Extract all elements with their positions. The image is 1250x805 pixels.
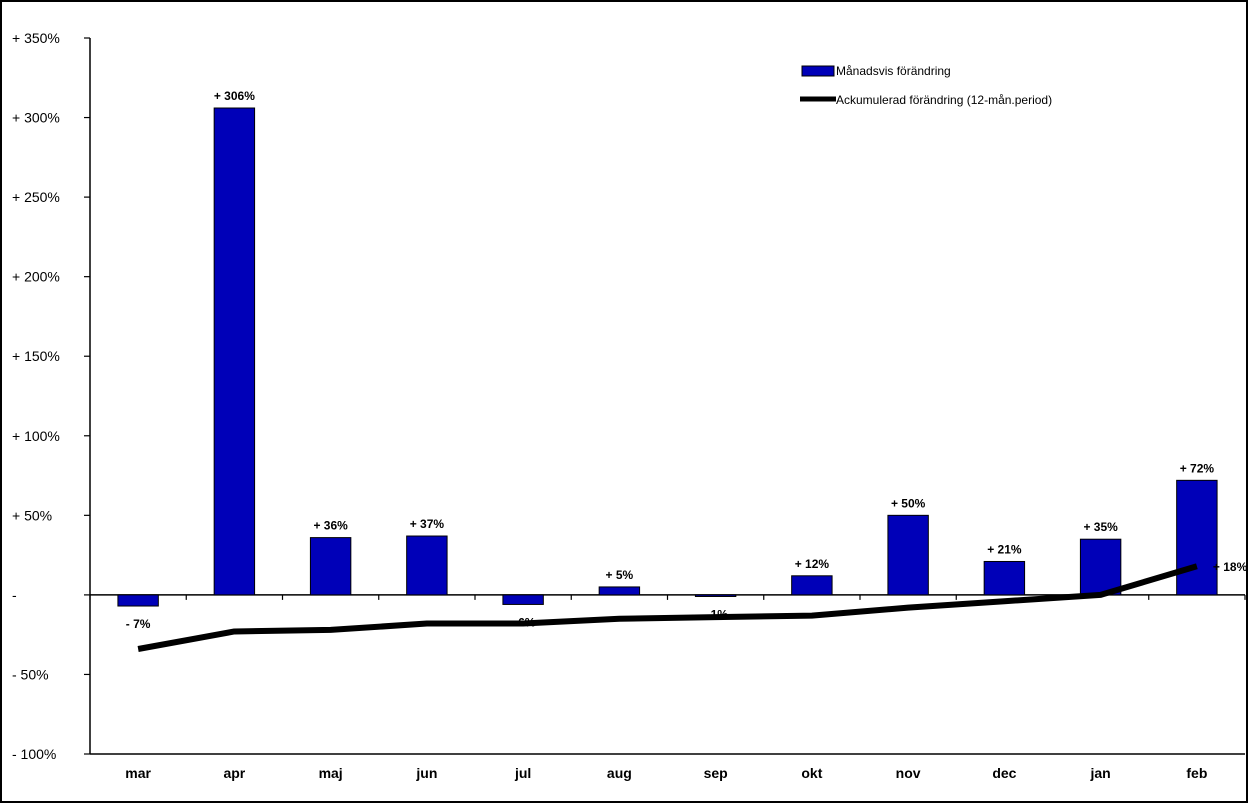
- y-tick-label: + 50%: [12, 507, 52, 523]
- data-labels: - 7% + 306% + 36% + 37% - 6% + 5% - 1% + 12% + 5…: [126, 89, 1248, 631]
- bar: [887, 514, 929, 596]
- x-tick-label: okt: [801, 765, 822, 781]
- y-tick-label: + 250%: [12, 189, 60, 205]
- x-tick-label: jan: [1090, 765, 1111, 781]
- bar-data-label: + 50%: [891, 496, 926, 510]
- bar-series: [117, 107, 1218, 607]
- bar: [502, 594, 544, 605]
- bar-data-label: + 35%: [1083, 520, 1118, 534]
- y-tick-label: - 100%: [12, 746, 56, 762]
- x-tick-label: dec: [992, 765, 1016, 781]
- bar: [406, 535, 448, 596]
- bar: [309, 537, 352, 596]
- y-tick-label: - 50%: [12, 666, 49, 682]
- bar-data-label: - 6%: [511, 615, 536, 629]
- bar-data-label: + 21%: [987, 542, 1022, 556]
- line-end-label: + 18%: [1213, 560, 1248, 574]
- bar: [1176, 479, 1218, 596]
- x-tick-label: apr: [223, 765, 245, 781]
- x-tick-label: maj: [319, 765, 343, 781]
- x-tick-label: jul: [514, 765, 531, 781]
- y-tick-label: + 350%: [12, 30, 60, 46]
- x-tick-label: mar: [125, 765, 151, 781]
- x-tick-label: aug: [607, 765, 632, 781]
- bar: [1079, 538, 1122, 596]
- y-tick-label: + 150%: [12, 348, 60, 364]
- bar-data-label: - 1%: [703, 607, 728, 621]
- bar-data-label: + 12%: [795, 557, 830, 571]
- bar: [791, 575, 833, 596]
- bar: [694, 594, 737, 597]
- bar-data-label: + 5%: [606, 568, 634, 582]
- bar-data-label: + 306%: [214, 89, 255, 103]
- x-tick-label: sep: [704, 765, 728, 781]
- bar-data-label: + 72%: [1180, 461, 1215, 475]
- bar-data-label: - 7%: [126, 617, 151, 631]
- y-tick-label: + 200%: [12, 269, 60, 285]
- bar-data-label: + 37%: [410, 517, 445, 531]
- bar: [117, 594, 159, 607]
- bar: [598, 586, 641, 596]
- bar: [983, 560, 1026, 596]
- x-axis: mar apr maj jun jul aug sep okt nov dec jan feb: [89, 594, 1246, 781]
- legend-label-line: Ackumulerad förändring (12-mån.period): [836, 93, 1052, 107]
- bar: [213, 107, 256, 596]
- line-series: [137, 563, 1198, 652]
- x-tick-label: jun: [415, 765, 437, 781]
- y-tick-label: + 100%: [12, 428, 60, 444]
- bar-data-label: + 36%: [313, 519, 348, 533]
- x-tick-label: feb: [1186, 765, 1207, 781]
- legend-swatch-bar: [801, 65, 835, 77]
- legend-label-bar: Månadsvis förändring: [836, 64, 951, 78]
- y-tick-label: + 300%: [12, 110, 60, 126]
- y-axis: + 350% + 300% + 250% + 200% + 150% + 100% + 50…: [12, 30, 91, 762]
- legend: Månadsvis förändring Ackumulerad förändr…: [800, 64, 1052, 107]
- x-tick-label: nov: [896, 765, 921, 781]
- line-series-path: [137, 563, 1198, 652]
- y-tick-label: -: [12, 587, 17, 603]
